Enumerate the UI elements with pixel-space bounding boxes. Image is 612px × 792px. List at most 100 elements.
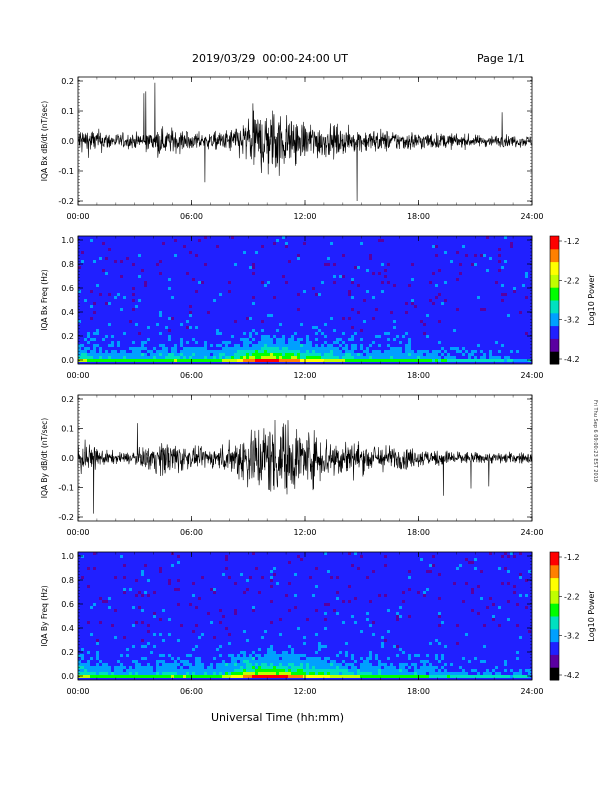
spectrogram-cell <box>462 353 465 356</box>
spectrogram-cell <box>96 353 99 356</box>
spectrogram-cell <box>399 347 402 350</box>
spectrogram-cell <box>315 356 318 359</box>
spectrogram-cell <box>429 642 432 645</box>
x-axis-title: Universal Time (hh:mm) <box>211 711 344 724</box>
spectrogram-cell <box>432 675 435 678</box>
spectrogram-cell <box>261 338 264 341</box>
spectrogram-cell <box>507 651 510 654</box>
spectrogram-cell <box>96 260 99 263</box>
spectrogram-cell <box>273 651 276 654</box>
spectrogram-cell <box>330 344 333 347</box>
spectrogram-cell <box>222 356 225 359</box>
spectrogram-cell <box>342 317 345 320</box>
spectrogram-cell <box>219 675 222 678</box>
spectrogram-cell <box>150 359 153 362</box>
spectrogram-cell <box>339 302 342 305</box>
spectrogram-cell <box>408 353 411 356</box>
spectrogram-cell <box>174 353 177 356</box>
spectrogram-cell <box>279 666 282 669</box>
spectrogram-cell <box>153 612 156 615</box>
spectrogram-cell <box>270 350 273 353</box>
spectrogram-cell <box>210 669 213 672</box>
spectrogram-cell <box>324 335 327 338</box>
spectrogram-cell <box>459 672 462 675</box>
spectrogram-cell <box>402 636 405 639</box>
spectrogram-cell <box>204 344 207 347</box>
spectrogram-cell <box>354 347 357 350</box>
spectrogram-cell <box>156 356 159 359</box>
spectrogram-cell <box>375 353 378 356</box>
spectrogram-cell <box>498 269 501 272</box>
spectrogram-cell <box>237 359 240 362</box>
spectrogram-cell <box>507 618 510 621</box>
spectrogram-cell <box>252 353 255 356</box>
spectrogram-cell <box>309 666 312 669</box>
spectrogram-cell <box>288 353 291 356</box>
spectrogram-cell <box>411 350 414 353</box>
spectrogram-cell <box>498 675 501 678</box>
spectrogram-cell <box>432 350 435 353</box>
spectrogram-cell <box>78 666 81 669</box>
spectrogram-cell <box>405 311 408 314</box>
spectrogram-cell <box>378 356 381 359</box>
spectrogram-cell <box>381 281 384 284</box>
spectrogram-cell <box>93 666 96 669</box>
spectrogram-cell <box>423 356 426 359</box>
spectrogram-cell <box>351 356 354 359</box>
spectrogram-cell <box>399 672 402 675</box>
spectrogram-cell <box>84 669 87 672</box>
spectrogram-cell <box>366 660 369 663</box>
spectrogram-cell <box>333 660 336 663</box>
spectrogram-cell <box>339 359 342 362</box>
spectrogram-cell <box>216 675 219 678</box>
spectrogram-cell <box>180 669 183 672</box>
spectrogram-cell <box>210 344 213 347</box>
spectrogram-cell <box>105 600 108 603</box>
spectrogram-cell <box>492 356 495 359</box>
spectrogram-cell <box>81 657 84 660</box>
y-tick-label: 0.0 <box>61 137 74 146</box>
spectrogram-cell <box>141 627 144 630</box>
spectrogram-cell <box>360 341 363 344</box>
spectrogram-cell <box>372 669 375 672</box>
spectrogram-cell <box>480 675 483 678</box>
spectrogram-cell <box>78 347 81 350</box>
spectrogram-cell <box>270 648 273 651</box>
spectrogram-cell <box>201 353 204 356</box>
spectrogram-cell <box>447 356 450 359</box>
spectrogram-cell <box>300 666 303 669</box>
spectrogram-cell <box>144 672 147 675</box>
spectrogram-cell <box>96 666 99 669</box>
spectrogram-cell <box>474 558 477 561</box>
spectrogram-cell <box>177 329 180 332</box>
spectrogram-cell <box>426 660 429 663</box>
spectrogram-cell <box>504 552 507 555</box>
spectrogram-cell <box>351 657 354 660</box>
spectrogram-cell <box>378 660 381 663</box>
spectrogram-cell <box>306 338 309 341</box>
spectrogram-cell <box>165 347 168 350</box>
spectrogram-cell <box>402 335 405 338</box>
spectrogram-cell <box>264 341 267 344</box>
spectrogram-cell <box>123 350 126 353</box>
spectrogram-cell <box>309 356 312 359</box>
spectrogram-cell <box>411 675 414 678</box>
spectrogram-cell <box>510 606 513 609</box>
spectrogram-cell <box>234 612 237 615</box>
spectrogram-cell <box>105 663 108 666</box>
colorbar-tick-label: -2.2 <box>564 592 580 601</box>
spectrogram-cell <box>93 311 96 314</box>
spectrogram-cell <box>279 347 282 350</box>
spectrogram-cell <box>354 266 357 269</box>
spectrogram-cell <box>270 651 273 654</box>
side-timestamp: Fri Thu Sep 6 09:00:23 EST 2019 <box>592 400 598 483</box>
spectrogram-cell <box>147 642 150 645</box>
spectrogram-cell <box>237 353 240 356</box>
spectrogram-cell <box>192 666 195 669</box>
spectrogram-cell <box>141 621 144 624</box>
spectrogram-cell <box>162 660 165 663</box>
spectrogram-cell <box>99 353 102 356</box>
spectrogram-cell <box>171 567 174 570</box>
spectrogram-cell <box>453 350 456 353</box>
spectrogram-cell <box>201 672 204 675</box>
